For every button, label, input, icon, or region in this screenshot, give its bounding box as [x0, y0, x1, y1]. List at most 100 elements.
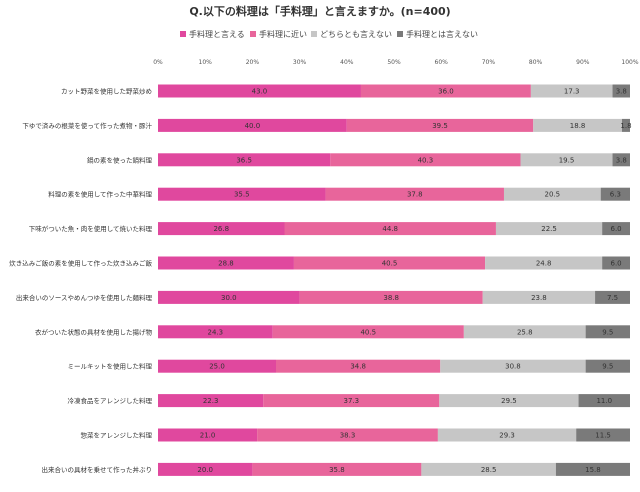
bar-segment — [530, 84, 613, 98]
x-axis: 0% 10% 20% 30% 40% 50% 60% 70% 80% 90% 100% — [153, 59, 639, 66]
chart-row: ミールキットを使用した料理 25.0 34.8 30.8 9.5 — [68, 359, 630, 373]
data-label: 38.3 — [340, 432, 356, 440]
data-label: 30.0 — [221, 294, 237, 302]
chart-row: 出来合いのソースやめんつゆを使用した麺料理 30.0 38.8 23.8 7.5 — [16, 290, 630, 304]
category-label: 惣菜をアレンジした料理 — [81, 431, 153, 440]
chart-row: 冷凍食品をアレンジした料理 22.3 37.3 29.5 11.0 — [68, 394, 630, 408]
data-label: 7.5 — [607, 294, 618, 302]
category-label: 鍋の素を使った鍋料理 — [87, 155, 153, 164]
data-label: 22.5 — [541, 225, 557, 233]
bar-segment — [612, 153, 630, 167]
bar-segment — [346, 118, 534, 132]
x-tick-label-10: 100% — [621, 59, 638, 66]
bar-segment — [533, 118, 622, 132]
bar-segment — [158, 187, 326, 201]
x-tick-label-0: 0% — [153, 59, 163, 66]
x-tick-label-5: 50% — [387, 59, 401, 66]
data-label: 40.5 — [360, 328, 376, 336]
chart-row: 料理の素を使用して作った中華料理 35.5 37.8 20.5 6.3 — [48, 187, 630, 201]
x-tick-label-7: 70% — [482, 59, 496, 66]
data-label: 38.8 — [383, 294, 399, 302]
data-label: 6.3 — [610, 191, 621, 199]
bar-segment — [495, 222, 603, 236]
bar-segment — [602, 256, 630, 270]
x-tick-label-8: 80% — [529, 59, 543, 66]
bar-segment — [595, 290, 630, 304]
bar-segment — [503, 187, 601, 201]
category-label: ミールキットを使用した料理 — [68, 362, 153, 371]
bar-segment — [158, 428, 258, 442]
data-label: 18.8 — [570, 122, 586, 130]
bar-segment — [612, 84, 630, 98]
x-tick-label-1: 10% — [199, 59, 213, 66]
bar-segment — [520, 153, 613, 167]
category-label: 料理の素を使用して作った中華料理 — [48, 190, 152, 199]
data-label: 24.3 — [208, 328, 224, 336]
legend-label-1: 手料理に近い — [259, 29, 307, 39]
data-label: 11.5 — [595, 432, 611, 440]
x-tick-label-4: 40% — [340, 59, 354, 66]
bar-segment — [299, 290, 483, 304]
data-label: 35.8 — [329, 466, 345, 474]
bar-segment — [360, 84, 531, 98]
data-label: 19.5 — [559, 156, 575, 164]
category-label: 下味がついた魚・肉を使用して焼いた料理 — [29, 224, 153, 233]
chart-row: 炊き込みご飯の素を使用して作った炊き込みご飯 28.8 40.5 24.8 6.0 — [9, 256, 630, 270]
legend-swatch-1 — [250, 31, 256, 37]
data-label: 17.3 — [564, 88, 580, 96]
data-label: 40.5 — [382, 260, 398, 268]
data-label: 24.8 — [536, 260, 552, 268]
bar-segment — [578, 394, 630, 408]
category-label: 炊き込みご飯の素を使用して作った炊き込みご飯 — [9, 259, 152, 268]
data-label: 15.8 — [585, 466, 601, 474]
bar-segment — [463, 325, 586, 339]
chart-row: カット野菜を使用した野菜炒め 43.0 36.0 17.3 3.8 — [61, 84, 630, 98]
bar-segment — [325, 187, 504, 201]
data-label: 36.0 — [438, 88, 454, 96]
data-label: 20.0 — [197, 466, 213, 474]
data-label: 35.5 — [234, 191, 250, 199]
legend-swatch-3 — [397, 31, 403, 37]
legend-label-2: どちらとも言えない — [320, 29, 392, 39]
data-label: 20.5 — [545, 191, 561, 199]
category-label: 衣がついた状態の具材を使用した揚げ物 — [35, 327, 153, 336]
data-label: 28.5 — [481, 466, 497, 474]
chart-row: 下ゆで済みの根菜を使って作った煮物・豚汁 40.0 39.5 18.8 1.8 — [22, 118, 632, 132]
bar-segment — [158, 84, 361, 98]
data-label: 30.8 — [505, 363, 521, 371]
bar-segment — [158, 394, 264, 408]
bar-segment — [485, 256, 603, 270]
category-label: 出来合いのソースやめんつゆを使用した麺料理 — [16, 293, 153, 302]
data-label: 37.8 — [407, 191, 423, 199]
bar-segment — [263, 394, 440, 408]
chart-row: 衣がついた状態の具材を使用した揚げ物 24.3 40.5 25.8 9.5 — [35, 325, 630, 339]
data-label: 3.8 — [616, 88, 627, 96]
data-label: 23.8 — [531, 294, 547, 302]
data-label: 6.0 — [611, 260, 622, 268]
legend-label-0: 手料理と言える — [189, 29, 245, 39]
data-label: 22.3 — [203, 397, 219, 405]
bar-segment — [276, 359, 441, 373]
data-label: 25.8 — [517, 328, 533, 336]
bar-segment — [158, 256, 294, 270]
legend-label-3: 手料理とは言えない — [406, 29, 478, 39]
category-label: 冷凍食品をアレンジした料理 — [68, 396, 153, 405]
bar-segment — [440, 359, 586, 373]
data-label: 1.8 — [620, 122, 631, 130]
bar-segment — [437, 428, 577, 442]
bar-segment — [439, 394, 579, 408]
x-tick-label-6: 60% — [435, 59, 449, 66]
legend-swatch-0 — [180, 31, 186, 37]
legend-swatch-2 — [311, 31, 317, 37]
data-label: 40.3 — [418, 156, 434, 164]
bar-segment — [272, 325, 464, 339]
chart-row: 鍋の素を使った鍋料理 36.5 40.3 19.5 3.8 — [87, 153, 630, 167]
bar-segment — [602, 222, 630, 236]
bar-segment — [158, 359, 276, 373]
bar-segment — [555, 462, 630, 476]
chart-legend: 手料理と言える 手料理に近い どちらとも言えない 手料理とは言えない — [180, 29, 478, 39]
data-label: 6.0 — [611, 225, 622, 233]
bar-segment — [158, 222, 285, 236]
chart-row: 下味がついた魚・肉を使用して焼いた料理 26.8 44.8 22.5 6.0 — [29, 222, 630, 236]
bar-segment — [621, 118, 630, 132]
